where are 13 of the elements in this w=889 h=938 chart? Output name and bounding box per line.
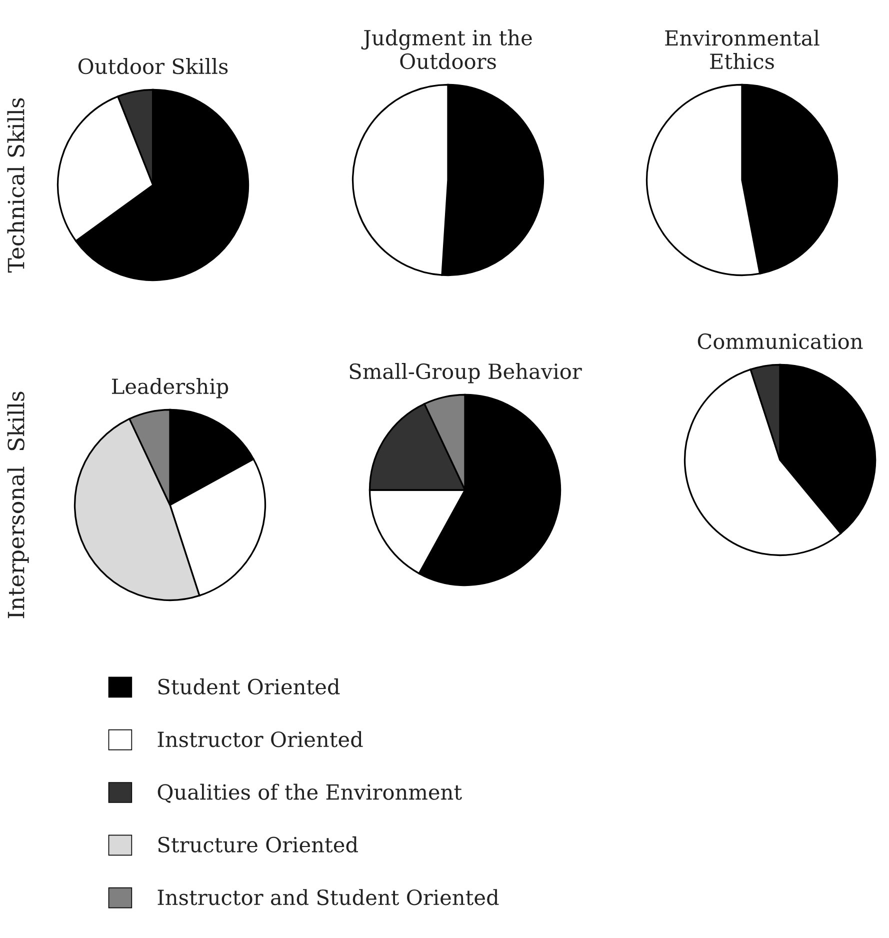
legend-label: Qualities of the Environment [158, 784, 462, 803]
legend-label: Instructor Oriented [158, 731, 363, 748]
chart-title: Small-Group Behavior [350, 363, 582, 384]
text: Technical Skills [7, 98, 24, 273]
chart-title: Judgment in the Outdoors [361, 29, 532, 70]
chart-title: Communication [698, 333, 863, 350]
chart-title: Environmental Ethics [665, 30, 820, 70]
chart-title: Outdoor Skills [78, 58, 228, 74]
text: Interpersonal Skills [7, 392, 29, 618]
legend-label: Structure Oriented [158, 836, 358, 853]
chart-title: Leadership [112, 378, 228, 398]
legend-label: Instructor and Student Oriented [158, 889, 499, 906]
legend-label: Student Oriented [158, 678, 340, 695]
